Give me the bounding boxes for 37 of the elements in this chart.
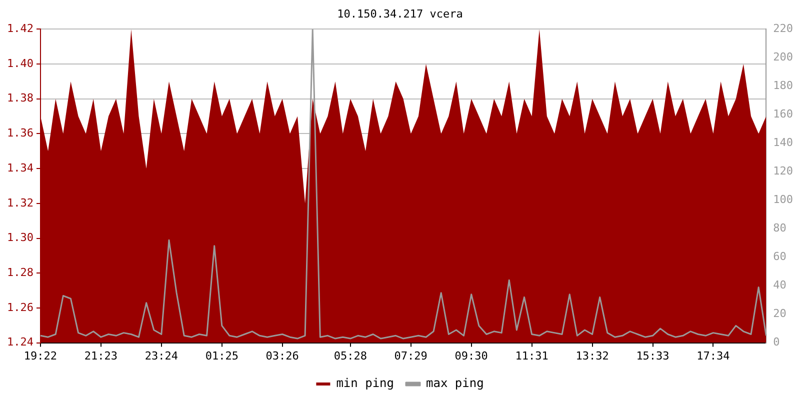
y2-tick-label: 20 (773, 307, 786, 320)
x-tick-label: 09:30 (454, 349, 488, 362)
chart-title: 10.150.34.217 vcera (337, 7, 463, 20)
x-tick-label: 13:32 (576, 349, 609, 362)
y2-tick-label: 200 (773, 50, 794, 64)
y2-tick-label: 120 (773, 164, 794, 178)
y-tick-label: 1.42 (6, 22, 34, 36)
x-tick-label: 23:24 (144, 349, 178, 362)
y2-tick-label: 140 (773, 136, 794, 150)
x-tick-label: 05:28 (334, 349, 367, 362)
y2-tick-label: 160 (773, 108, 794, 121)
legend-label: max ping (426, 376, 484, 390)
y-tick-label: 1.28 (6, 266, 34, 279)
y-tick-label: 1.38 (6, 92, 34, 105)
y2-tick-label: 60 (773, 250, 786, 264)
x-tick-label: 19:22 (24, 349, 58, 362)
y-tick-label: 1.32 (6, 196, 34, 210)
y2-tick-label: 40 (773, 278, 786, 292)
y-tick-label: 1.34 (6, 161, 34, 174)
x-tick-label: 17:34 (696, 349, 730, 362)
y-tick-label: 1.36 (6, 126, 34, 140)
y2-tick-label: 80 (773, 222, 786, 235)
y-tick-label: 1.26 (6, 300, 34, 314)
y2-tick-label: 100 (773, 193, 794, 206)
x-tick-label: 03:26 (266, 349, 299, 362)
legend-label: min ping (336, 376, 394, 390)
y-tick-label: 1.40 (6, 56, 34, 70)
x-tick-label: 15:33 (636, 349, 670, 362)
x-tick-label: 07:29 (394, 349, 428, 362)
x-tick-label: 01:25 (205, 349, 238, 362)
y2-tick-label: 0 (773, 336, 780, 349)
x-tick-label: 11:31 (515, 349, 548, 362)
x-tick-label: 21:23 (84, 349, 118, 362)
y-tick-label: 1.30 (6, 231, 34, 244)
y2-tick-label: 180 (773, 79, 794, 92)
y-tick-label: 1.24 (6, 336, 34, 349)
y2-tick-label: 220 (773, 22, 794, 36)
